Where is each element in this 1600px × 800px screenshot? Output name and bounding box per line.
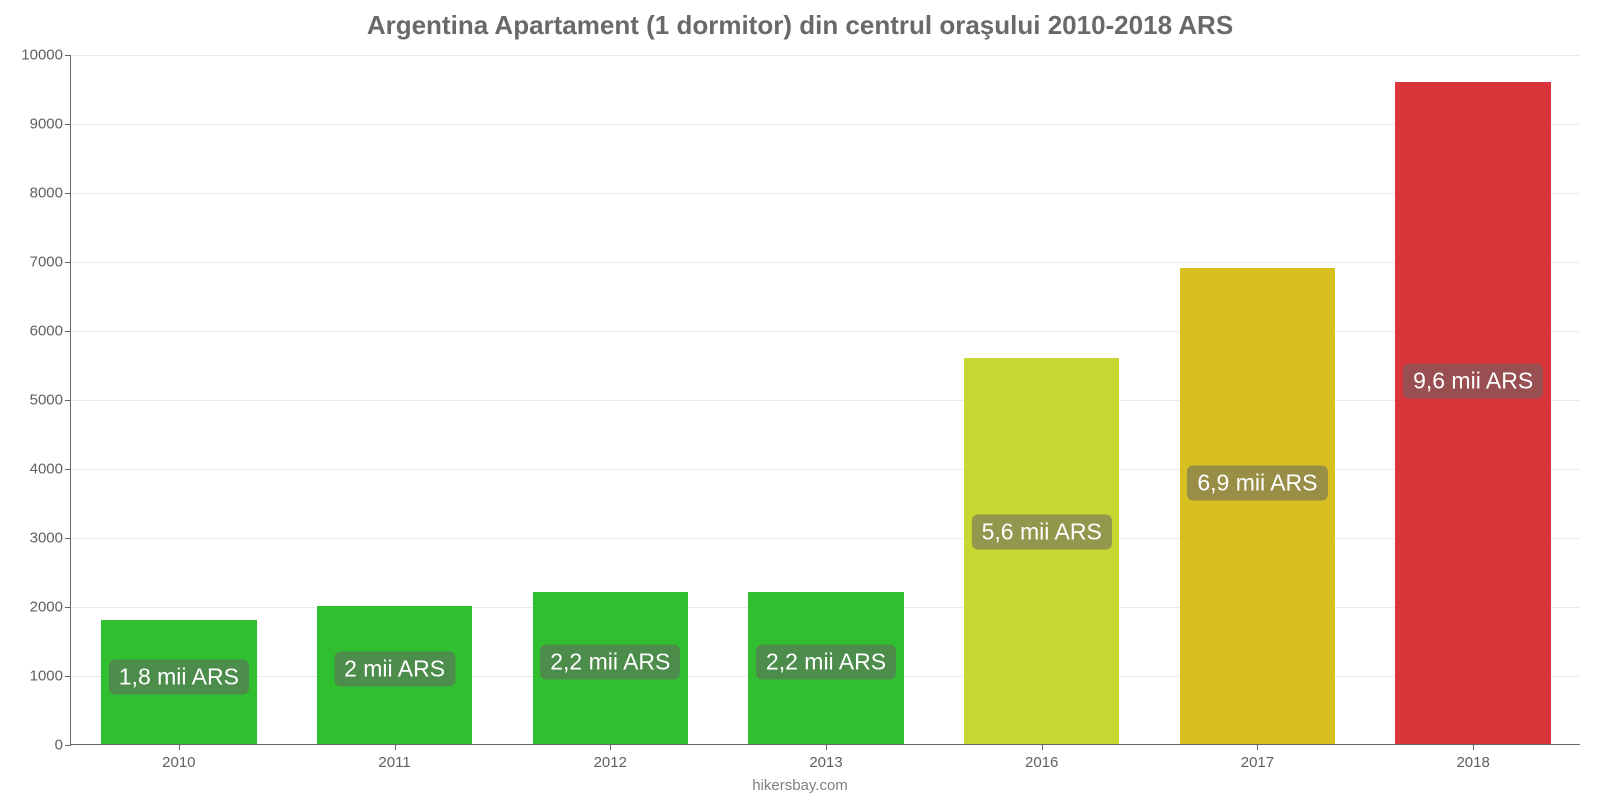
gridline <box>71 262 1580 263</box>
y-axis-label: 8000 <box>30 185 63 202</box>
x-tick <box>395 744 396 750</box>
y-tick <box>65 400 71 401</box>
gridline <box>71 124 1580 125</box>
y-tick <box>65 331 71 332</box>
bar-value-label: 2 mii ARS <box>334 652 455 687</box>
bar-value-label: 2,2 mii ARS <box>540 644 680 679</box>
x-axis-label: 2018 <box>1456 754 1489 771</box>
y-tick <box>65 676 71 677</box>
gridline <box>71 538 1580 539</box>
x-axis-label: 2017 <box>1241 754 1274 771</box>
chart-container: Argentina Apartament (1 dormitor) din ce… <box>0 0 1600 800</box>
y-tick <box>65 262 71 263</box>
y-axis-label: 6000 <box>30 323 63 340</box>
y-axis-label: 2000 <box>30 599 63 616</box>
x-axis-label: 2010 <box>162 754 195 771</box>
x-axis-label: 2012 <box>594 754 627 771</box>
y-tick <box>65 745 71 746</box>
bar-value-label: 6,9 mii ARS <box>1187 466 1327 501</box>
x-tick <box>826 744 827 750</box>
bar <box>964 358 1119 744</box>
y-tick <box>65 193 71 194</box>
y-tick <box>65 124 71 125</box>
gridline <box>71 55 1580 56</box>
y-axis-label: 5000 <box>30 392 63 409</box>
bar-value-label: 1,8 mii ARS <box>109 659 249 694</box>
x-tick <box>179 744 180 750</box>
chart-title: Argentina Apartament (1 dormitor) din ce… <box>0 10 1600 41</box>
x-axis-label: 2013 <box>809 754 842 771</box>
y-tick <box>65 607 71 608</box>
gridline <box>71 469 1580 470</box>
bar-value-label: 5,6 mii ARS <box>972 515 1112 550</box>
gridline <box>71 400 1580 401</box>
gridline <box>71 193 1580 194</box>
chart-credit: hikersbay.com <box>0 777 1600 794</box>
bar-value-label: 9,6 mii ARS <box>1403 363 1543 398</box>
x-tick <box>1473 744 1474 750</box>
y-axis-label: 4000 <box>30 461 63 478</box>
y-axis-label: 1000 <box>30 668 63 685</box>
x-axis-label: 2011 <box>378 754 410 771</box>
x-tick <box>1042 744 1043 750</box>
y-axis-label: 9000 <box>30 116 63 133</box>
x-axis-label: 2016 <box>1025 754 1058 771</box>
gridline <box>71 331 1580 332</box>
y-axis-label: 10000 <box>21 47 63 64</box>
y-axis-label: 0 <box>55 737 63 754</box>
y-tick <box>65 469 71 470</box>
bar <box>1395 82 1550 744</box>
plot-area: 0100020003000400050006000700080009000100… <box>70 55 1580 745</box>
y-axis-label: 7000 <box>30 254 63 271</box>
y-axis-label: 3000 <box>30 530 63 547</box>
x-tick <box>1257 744 1258 750</box>
bar <box>1180 268 1335 744</box>
y-tick <box>65 538 71 539</box>
y-tick <box>65 55 71 56</box>
bar-value-label: 2,2 mii ARS <box>756 644 896 679</box>
x-tick <box>610 744 611 750</box>
